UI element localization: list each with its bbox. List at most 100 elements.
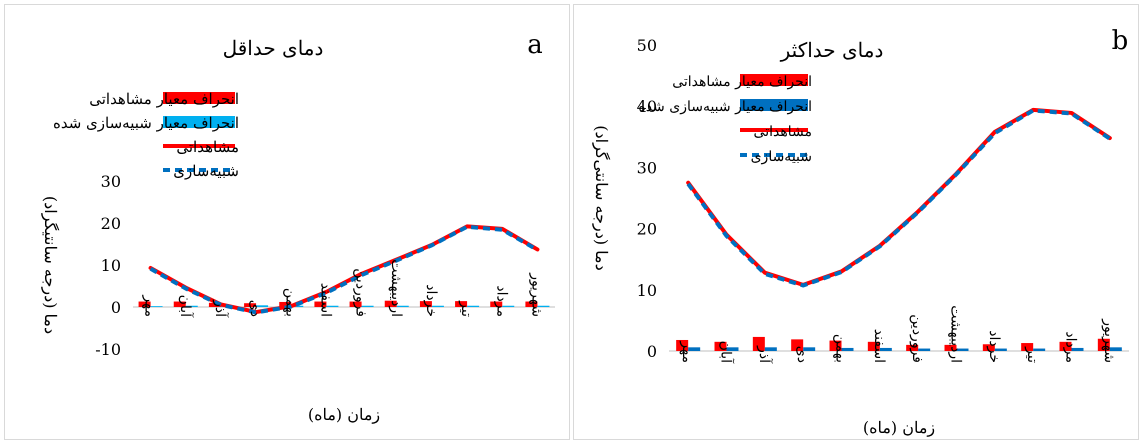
x-tick-label: دی <box>794 346 810 363</box>
legend-swatch <box>740 74 808 86</box>
legend-label: مشاهداتی <box>176 138 239 156</box>
bar <box>1021 343 1034 351</box>
y-tick-label: 30 <box>101 172 121 191</box>
bar <box>467 305 480 307</box>
y-tick-label: 10 <box>637 281 657 300</box>
x-tick-label: آذر <box>212 299 230 318</box>
bar <box>1059 341 1072 351</box>
x-tick-label: شهریور <box>528 272 544 317</box>
bar <box>419 301 432 307</box>
panel-letter: b <box>1112 26 1129 56</box>
x-tick-label: آبان <box>177 295 195 318</box>
x-tick-label: اسفند <box>317 283 333 317</box>
bar <box>150 306 163 307</box>
bar <box>537 305 550 307</box>
x-tick-label: آبان <box>718 341 736 364</box>
legend-label: شبیه‌سازی <box>751 149 812 165</box>
y-tick-label: 0 <box>111 298 121 317</box>
bar <box>525 301 538 307</box>
x-tick-label: اسفند <box>871 329 887 363</box>
bar <box>314 301 327 307</box>
bar <box>490 301 503 307</box>
x-tick-label: اردیبهشت <box>388 259 404 317</box>
bar <box>829 340 842 351</box>
chart-panel-b: b دمای حداکثر دما (درجه سانتی‌گراد) 0 10 20 30… <box>573 4 1139 440</box>
bar <box>256 305 269 307</box>
x-tick-label: اردیبهشت <box>948 305 964 363</box>
x-tick-label: آذر <box>756 345 774 364</box>
bar <box>361 305 374 307</box>
x-tick-label: مهر <box>679 340 695 363</box>
bar <box>956 348 969 351</box>
x-tick-label: خرداد <box>986 330 1002 363</box>
legend-label: انحراف معیار شبیه‌سازی شده <box>638 99 812 115</box>
bar <box>726 347 739 351</box>
series-line <box>149 224 539 315</box>
y-axis-label: دما (درجه سانتیگراد) <box>41 196 60 334</box>
bar <box>185 305 198 307</box>
bar <box>714 341 727 351</box>
x-tick-label: بهمن <box>282 288 298 317</box>
bar <box>1109 347 1122 351</box>
bar <box>1071 347 1084 351</box>
y-tick-label: 0 <box>647 342 657 361</box>
bar <box>349 301 362 307</box>
x-tick-label: تیر <box>458 300 474 317</box>
chart-title: دمای حداکثر <box>780 38 884 62</box>
x-tick-label: خرداد <box>423 284 439 317</box>
bar <box>502 305 515 307</box>
bar <box>431 305 444 307</box>
bar <box>1033 348 1046 351</box>
x-tick-label: مرداد <box>493 285 509 317</box>
bar <box>688 347 701 351</box>
bar <box>841 347 854 351</box>
bar <box>279 301 292 307</box>
bar <box>918 348 931 351</box>
x-axis-label: زمان (ماه) <box>308 405 380 424</box>
chart-b-svg: b دمای حداکثر دما (درجه سانتی‌گراد) 0 10 20 30… <box>592 26 1129 437</box>
x-axis-label: زمان (ماه) <box>863 418 935 437</box>
chart-title: دمای حداقل <box>223 36 324 60</box>
series-line <box>686 108 1111 288</box>
x-tick-label: فروردین <box>909 314 925 363</box>
y-tick-label: -10 <box>95 340 121 359</box>
panel-letter: a <box>527 30 543 60</box>
y-tick-label: 20 <box>101 214 121 233</box>
x-tick-label: تیر <box>1024 346 1040 363</box>
y-tick-label: 20 <box>637 220 657 239</box>
x-tick-label: مرداد <box>1063 331 1079 363</box>
y-tick-label: 30 <box>637 158 657 177</box>
x-tick-label: مهر <box>142 294 158 317</box>
bar <box>676 339 689 351</box>
legend-label: انحراف معیار مشاهداتی <box>672 74 812 90</box>
bar <box>944 344 957 351</box>
bar <box>396 305 409 307</box>
x-tick-label: فروردین <box>353 268 369 317</box>
bar <box>244 303 257 307</box>
y-tick-label: 10 <box>101 256 121 275</box>
bar <box>384 300 397 307</box>
legend-swatch <box>163 92 235 104</box>
x-tick-label: دی <box>247 300 263 317</box>
bar <box>291 305 304 307</box>
bar <box>982 344 995 351</box>
bar <box>879 347 892 351</box>
y-tick-label: 50 <box>637 36 657 55</box>
x-tick-label: شهریور <box>1101 318 1117 363</box>
bar <box>906 344 919 351</box>
legend-label: شبیه‌سازی <box>173 162 239 180</box>
legend-label: انحراف معیار شبیه‌سازی شده <box>53 114 239 132</box>
legend-label: مشاهداتی <box>754 124 812 140</box>
bar <box>752 336 765 351</box>
legend-swatch <box>163 116 235 128</box>
bar <box>1097 338 1110 351</box>
bar <box>455 301 468 307</box>
bar <box>791 339 804 351</box>
bar <box>173 301 186 307</box>
bar <box>326 305 339 307</box>
bar <box>208 302 221 307</box>
bar <box>994 348 1007 351</box>
bar <box>867 341 880 351</box>
bar <box>764 347 777 351</box>
chart-a-svg: a دمای حداقل دما (درجه سانتیگراد) -10 0 10 20 3… <box>41 30 555 424</box>
